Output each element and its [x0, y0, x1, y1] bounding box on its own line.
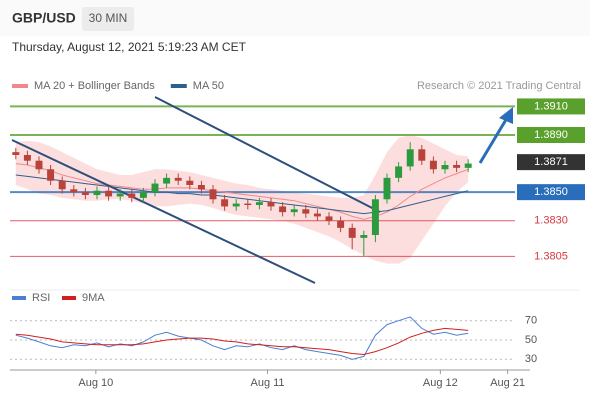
candle-body	[337, 220, 345, 228]
candle-body	[93, 190, 101, 195]
candle-body	[209, 189, 217, 200]
level-label: 1.3850	[534, 186, 568, 198]
level-box	[517, 154, 585, 171]
ma-line	[15, 163, 469, 220]
candle-body	[429, 160, 437, 170]
candle-body	[163, 177, 171, 184]
candle-body	[81, 192, 89, 195]
channel-line	[11, 139, 316, 284]
candle-body	[197, 185, 205, 190]
level-label: 1.3890	[534, 129, 568, 141]
candle-body	[302, 209, 310, 214]
level-label: 1.3830	[534, 215, 568, 227]
level-label: 1.3805	[534, 250, 568, 262]
candle-body	[23, 155, 31, 161]
legend-label: 9MA	[82, 292, 105, 304]
candle-body	[279, 206, 287, 213]
symbol: GBP/USD	[12, 10, 76, 26]
interval: 30 MIN	[89, 11, 128, 25]
candle-body	[58, 180, 66, 190]
candle-body	[453, 165, 461, 168]
level-box	[517, 127, 585, 143]
interval-badge	[82, 7, 134, 31]
channel-line	[154, 96, 381, 213]
candle-body	[348, 227, 356, 238]
candle-body	[128, 193, 136, 198]
y-tick-label: 70	[525, 315, 537, 327]
x-tick-label: Aug 11	[250, 377, 284, 389]
x-tick-label: Aug 10	[78, 377, 113, 389]
candle-body	[12, 152, 20, 155]
x-tick-label: Aug 21	[490, 377, 525, 389]
candle-body	[290, 209, 298, 213]
candle-body	[371, 199, 379, 235]
candle-body	[70, 189, 78, 193]
indicator-line	[15, 327, 469, 356]
legend-label: MA 50	[193, 80, 224, 92]
candle-body	[383, 177, 391, 200]
y-tick-label: 50	[525, 334, 537, 346]
candle-body	[441, 165, 449, 170]
forecast-arrow	[478, 117, 509, 164]
datetime: Thursday, August 12, 2021 5:19:23 AM CET	[12, 40, 247, 54]
candle-body	[267, 202, 275, 207]
candle-body	[313, 213, 321, 217]
candle-body	[360, 235, 368, 238]
copyright: Research © 2021 Trading Central	[417, 80, 581, 92]
level-box	[517, 98, 585, 115]
candle-body	[244, 203, 252, 205]
candle-body	[174, 177, 182, 181]
ma-line	[15, 174, 469, 215]
candle-body	[255, 202, 263, 205]
y-tick-label: 30	[525, 353, 537, 365]
x-tick-label: Aug 12	[423, 377, 458, 389]
candle-body	[395, 166, 403, 178]
candle-body	[105, 190, 113, 197]
level-label: 1.3910	[534, 100, 568, 112]
level-label: 1.3871	[534, 156, 568, 168]
legend-label: RSI	[32, 292, 50, 304]
candle-body	[35, 160, 43, 170]
candle-body	[406, 149, 414, 167]
candle-body	[47, 169, 55, 181]
indicator-line	[15, 316, 469, 360]
candle-body	[116, 193, 124, 197]
candle-body	[464, 163, 472, 168]
candle-body	[232, 203, 240, 207]
level-box	[517, 184, 585, 201]
candle-body	[139, 192, 147, 198]
candle-body	[186, 180, 194, 185]
candle-body	[151, 183, 159, 193]
candle-body	[418, 149, 426, 161]
arrow-head	[499, 107, 513, 124]
candle-body	[221, 199, 229, 207]
legend-label: MA 20 + Bollinger Bands	[34, 80, 155, 92]
candle-body	[325, 216, 333, 221]
